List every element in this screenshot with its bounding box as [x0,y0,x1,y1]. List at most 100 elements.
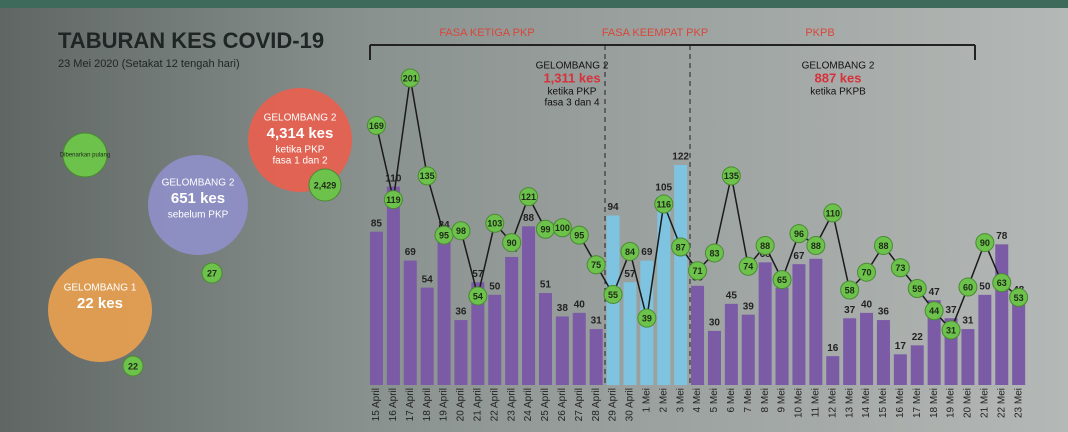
line-value-label: 100 [555,223,570,233]
bar-value-label: 69 [641,247,653,258]
line-value-label: 73 [895,263,905,273]
line-value-label: 110 [825,208,840,218]
x-tick-label: 22 Mei [996,388,1007,418]
bar-value-label: 40 [861,300,873,311]
bar [438,234,451,385]
bar-value-label: 69 [405,247,417,258]
line-value-label: 90 [507,238,517,248]
phase-label: PKPB [805,27,834,39]
line-value-label: 88 [760,241,770,251]
bar [1012,298,1025,385]
chart-subtitle: 23 Mei 2020 (Setakat 12 tengah hari) [58,58,240,70]
bar [911,345,924,385]
bar [505,257,518,385]
bar-value-label: 94 [607,202,619,213]
bar-value-label: 78 [996,231,1008,242]
line-value-label: 135 [420,171,435,181]
x-tick-label: 17 Mei [912,388,923,418]
bar [573,313,586,385]
bar [725,304,738,385]
x-tick-label: 3 Mei [675,388,686,412]
x-tick-label: 19 Mei [946,388,957,418]
x-tick-label: 26 April [557,388,568,421]
bar-value-label: 50 [979,281,991,292]
bar [404,261,417,385]
bubble-cases: 651 kes [171,190,225,207]
bar [860,313,873,385]
x-tick-label: 14 Mei [861,388,872,418]
bar [488,295,501,385]
line-value-label: 59 [912,284,922,294]
line-value-label: 121 [521,192,536,202]
chart-title: TABURAN KES COVID-19 [58,28,324,53]
phase-label: FASA KETIGA PKP [439,27,534,39]
phase-label: FASA KEEMPAT PKP [602,27,708,39]
x-tick-label: 28 April [591,388,602,421]
discharged-label: 27 [207,268,217,278]
line-value-label: 119 [386,195,401,205]
line-value-label: 39 [642,314,652,324]
bar [809,259,822,385]
bar [421,288,434,385]
bar [454,320,467,385]
bar-value-label: 54 [422,274,434,285]
annotation-cases: 887 kes [815,70,862,85]
bar [657,196,670,385]
bar [894,354,907,385]
x-tick-label: 6 Mei [726,388,737,412]
line-value-label: 99 [540,225,550,235]
bar-value-label: 45 [726,290,738,301]
bar-value-label: 67 [793,251,805,262]
line-value-label: 84 [625,247,635,257]
line-value-label: 75 [591,260,601,270]
bubble-heading: GELOMBANG 1 [64,283,137,294]
x-tick-label: 1 Mei [641,388,652,412]
line-value-label: 201 [403,73,418,83]
x-tick-label: 21 Mei [979,388,990,418]
x-tick-label: 23 Mei [1013,388,1024,418]
bar-value-label: 17 [895,341,907,352]
bubble-note: ketika PKP [276,145,325,156]
bar [556,316,569,385]
line-value-label: 169 [369,121,384,131]
x-tick-label: 30 April [625,388,636,421]
bar-value-label: 122 [672,152,689,163]
bubble-cases: 4,314 kes [267,125,334,142]
x-tick-label: 10 Mei [794,388,805,418]
bar [742,315,755,385]
bar [370,232,383,385]
bubble-note: fasa 1 dan 2 [272,156,327,167]
x-tick-label: 2 Mei [658,388,669,412]
bar [961,329,974,385]
chart: TABURAN KES COVID-19 23 Mei 2020 (Setaka… [0,0,1068,432]
bar-value-label: 31 [591,316,603,327]
x-tick-label: 8 Mei [760,388,771,412]
bubble-heading: GELOMBANG 2 [162,178,235,189]
x-tick-label: 20 Mei [963,388,974,418]
line-value-label: 88 [811,241,821,251]
bar [995,244,1008,385]
line-value-label: 83 [709,248,719,258]
x-tick-label: 29 April [608,388,619,421]
line-value-label: 135 [724,171,739,181]
bar [978,295,991,385]
bar [387,187,400,385]
bar-value-label: 22 [912,332,924,343]
top-band [0,0,1068,8]
bar-value-label: 36 [878,307,890,318]
bar [623,282,636,385]
line-value-label: 95 [439,231,449,241]
discharged-label: 2,429 [314,180,337,190]
x-tick-label: 22 April [489,388,500,421]
line-value-label: 58 [845,285,855,295]
bar-value-label: 37 [844,305,856,316]
annotation-note: ketika PKP [548,87,597,98]
bar-value-label: 31 [962,316,974,327]
bar-value-label: 105 [655,182,672,193]
bubble-note: sebelum PKP [168,210,229,221]
line-value-label: 70 [862,268,872,278]
bar [843,318,856,385]
bar [877,320,890,385]
x-tick-label: 11 Mei [810,388,821,417]
x-tick-label: 4 Mei [692,388,703,412]
